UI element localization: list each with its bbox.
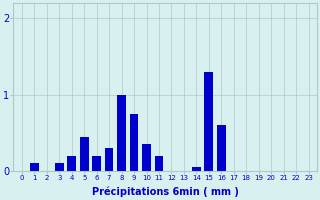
Bar — [30, 163, 39, 171]
Bar — [130, 114, 139, 171]
Bar — [68, 156, 76, 171]
Bar — [105, 148, 114, 171]
Bar — [80, 137, 89, 171]
Bar — [155, 156, 163, 171]
Bar — [92, 156, 101, 171]
X-axis label: Précipitations 6min ( mm ): Précipitations 6min ( mm ) — [92, 187, 239, 197]
Bar — [55, 163, 64, 171]
Bar — [204, 72, 213, 171]
Bar — [217, 125, 226, 171]
Bar — [117, 95, 126, 171]
Bar — [142, 144, 151, 171]
Bar — [192, 167, 201, 171]
